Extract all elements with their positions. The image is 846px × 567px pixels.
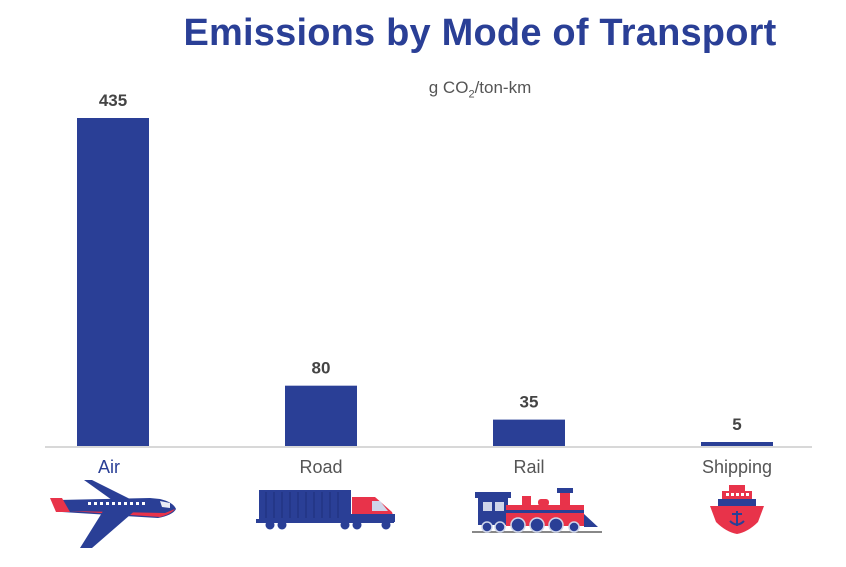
value-label-shipping: 5: [732, 415, 741, 434]
category-label-rail: Rail: [513, 457, 544, 477]
train-icon: [472, 488, 602, 533]
chart-title: Emissions by Mode of Transport: [183, 12, 777, 54]
chart-subtitle: g CO2/ton-km: [300, 78, 660, 100]
value-label-air: 435: [99, 91, 127, 110]
category-label-road: Road: [299, 457, 342, 477]
airplane-icon: [50, 480, 176, 548]
bar-rail: [493, 419, 565, 446]
value-label-rail: 35: [520, 393, 539, 412]
category-label-shipping: Shipping: [702, 457, 772, 477]
subtitle-subscript: 2: [468, 88, 475, 101]
ship-icon: [710, 485, 764, 534]
subtitle-prefix: g CO: [428, 78, 469, 97]
bar-road: [285, 385, 357, 446]
category-label-air: Air: [98, 457, 120, 477]
bar-air: [77, 118, 149, 446]
bar-shipping: [701, 442, 773, 446]
subtitle-suffix: /ton-km: [474, 78, 532, 97]
truck-icon: [256, 490, 395, 530]
labels-layer: 435 Air 80 Road 35 Rail 5 Shipping: [98, 91, 772, 477]
value-label-road: 80: [312, 359, 331, 378]
bars-layer: [77, 118, 773, 446]
